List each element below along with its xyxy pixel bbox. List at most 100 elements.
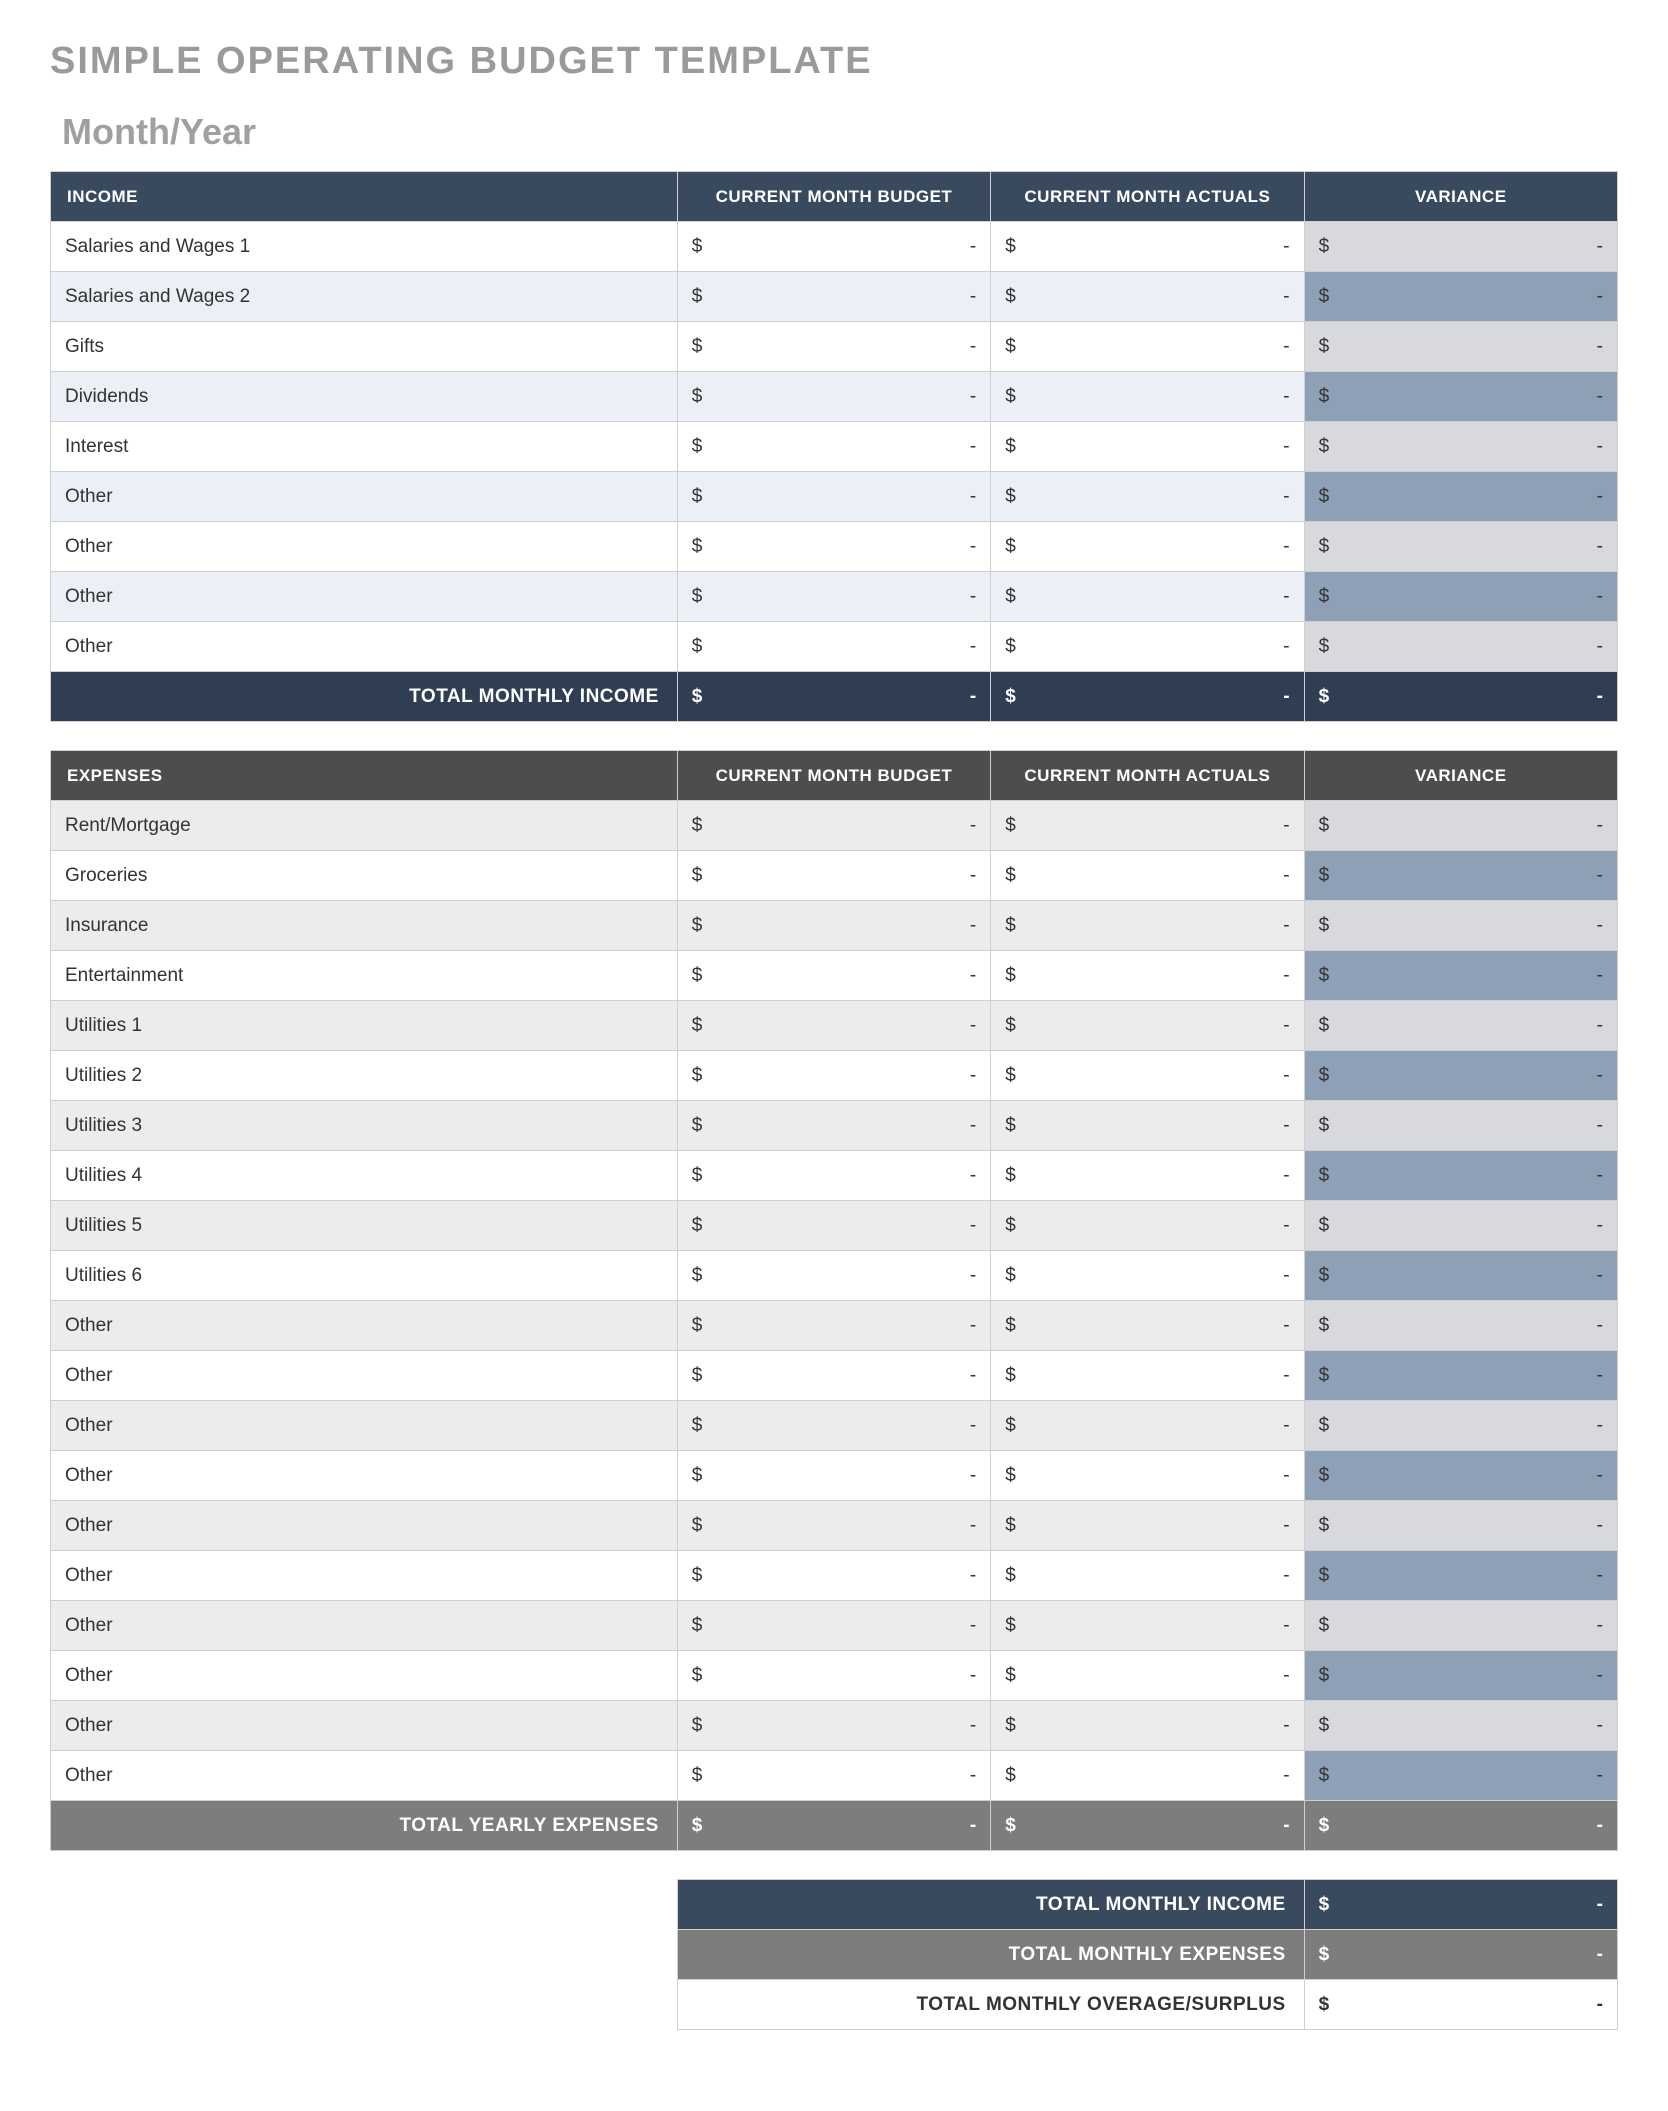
money-cell[interactable]: $-: [991, 572, 1304, 622]
row-label[interactable]: Other: [51, 1651, 678, 1701]
money-cell[interactable]: $-: [991, 1751, 1304, 1801]
money-cell[interactable]: $-: [1304, 901, 1617, 951]
money-cell[interactable]: $-: [1304, 372, 1617, 422]
row-label[interactable]: Groceries: [51, 851, 678, 901]
money-cell[interactable]: $-: [1304, 622, 1617, 672]
money-cell[interactable]: $-: [677, 801, 990, 851]
money-cell[interactable]: $-: [1304, 1451, 1617, 1501]
money-cell[interactable]: $-: [991, 1001, 1304, 1051]
money-cell[interactable]: $-: [991, 851, 1304, 901]
money-cell[interactable]: $-: [1304, 1301, 1617, 1351]
money-cell[interactable]: $-: [1304, 1551, 1617, 1601]
money-cell[interactable]: $-: [677, 372, 990, 422]
money-cell[interactable]: $-: [677, 901, 990, 951]
money-cell[interactable]: $-: [677, 1201, 990, 1251]
money-cell[interactable]: $-: [677, 1551, 990, 1601]
row-label[interactable]: Salaries and Wages 1: [51, 222, 678, 272]
money-cell[interactable]: $-: [1304, 1401, 1617, 1451]
money-cell[interactable]: $-: [677, 1051, 990, 1101]
money-cell[interactable]: $-: [677, 1001, 990, 1051]
money-cell[interactable]: $-: [991, 1251, 1304, 1301]
row-label[interactable]: Insurance: [51, 901, 678, 951]
money-cell[interactable]: $-: [991, 1301, 1304, 1351]
money-cell[interactable]: $-: [991, 1451, 1304, 1501]
money-cell[interactable]: $-: [1304, 1001, 1617, 1051]
money-cell[interactable]: $-: [991, 1151, 1304, 1201]
money-cell[interactable]: $-: [1304, 1701, 1617, 1751]
money-cell[interactable]: $-: [991, 422, 1304, 472]
money-cell[interactable]: $-: [1304, 1351, 1617, 1401]
row-label[interactable]: Utilities 1: [51, 1001, 678, 1051]
money-cell[interactable]: $-: [677, 1501, 990, 1551]
money-cell[interactable]: $-: [991, 522, 1304, 572]
row-label[interactable]: Other: [51, 1751, 678, 1801]
money-cell[interactable]: $-: [1304, 522, 1617, 572]
money-cell[interactable]: $-: [991, 622, 1304, 672]
money-cell[interactable]: $-: [1304, 1101, 1617, 1151]
money-cell[interactable]: $-: [677, 1651, 990, 1701]
money-cell[interactable]: $-: [1304, 1201, 1617, 1251]
money-cell[interactable]: $-: [991, 1101, 1304, 1151]
money-cell[interactable]: $-: [991, 1351, 1304, 1401]
row-label[interactable]: Utilities 6: [51, 1251, 678, 1301]
money-cell[interactable]: $-: [677, 1701, 990, 1751]
money-cell[interactable]: $-: [991, 951, 1304, 1001]
money-cell[interactable]: $-: [1304, 1251, 1617, 1301]
row-label[interactable]: Other: [51, 472, 678, 522]
money-cell[interactable]: $-: [677, 1151, 990, 1201]
money-cell[interactable]: $-: [1304, 1651, 1617, 1701]
money-cell[interactable]: $-: [1304, 272, 1617, 322]
money-cell[interactable]: $-: [677, 322, 990, 372]
row-label[interactable]: Utilities 2: [51, 1051, 678, 1101]
money-cell[interactable]: $-: [1304, 1601, 1617, 1651]
money-cell[interactable]: $-: [1304, 322, 1617, 372]
money-cell[interactable]: $-: [1304, 1801, 1617, 1851]
money-cell[interactable]: $-: [677, 1751, 990, 1801]
row-label[interactable]: Other: [51, 522, 678, 572]
money-cell[interactable]: $-: [677, 951, 990, 1001]
money-cell[interactable]: $-: [991, 672, 1304, 722]
row-label[interactable]: Other: [51, 1401, 678, 1451]
money-cell[interactable]: $-: [991, 222, 1304, 272]
row-label[interactable]: Other: [51, 1451, 678, 1501]
row-label[interactable]: Other: [51, 1351, 678, 1401]
row-label[interactable]: Utilities 4: [51, 1151, 678, 1201]
row-label[interactable]: Salaries and Wages 2: [51, 272, 678, 322]
money-cell[interactable]: $-: [991, 1651, 1304, 1701]
money-cell[interactable]: $-: [677, 1101, 990, 1151]
money-cell[interactable]: $-: [991, 1551, 1304, 1601]
money-cell[interactable]: $-: [1304, 801, 1617, 851]
money-cell[interactable]: $-: [1304, 572, 1617, 622]
money-cell[interactable]: $-: [991, 1601, 1304, 1651]
money-cell[interactable]: $-: [1304, 1151, 1617, 1201]
money-cell[interactable]: $-: [991, 272, 1304, 322]
money-cell[interactable]: $-: [1304, 672, 1617, 722]
money-cell[interactable]: $-: [991, 901, 1304, 951]
money-cell[interactable]: $-: [677, 1601, 990, 1651]
money-cell[interactable]: $-: [1304, 222, 1617, 272]
money-cell[interactable]: $-: [677, 1401, 990, 1451]
money-cell[interactable]: $-: [677, 272, 990, 322]
money-cell[interactable]: $-: [677, 622, 990, 672]
money-cell[interactable]: $-: [677, 472, 990, 522]
row-label[interactable]: Gifts: [51, 322, 678, 372]
money-cell[interactable]: $-: [991, 801, 1304, 851]
money-cell[interactable]: $-: [1304, 422, 1617, 472]
money-cell[interactable]: $-: [677, 851, 990, 901]
money-cell[interactable]: $-: [991, 322, 1304, 372]
money-cell[interactable]: $-: [1304, 851, 1617, 901]
row-label[interactable]: Interest: [51, 422, 678, 472]
money-cell[interactable]: $-: [991, 1201, 1304, 1251]
money-cell[interactable]: $-: [677, 672, 990, 722]
money-cell[interactable]: $-: [991, 1801, 1304, 1851]
row-label[interactable]: Other: [51, 1501, 678, 1551]
row-label[interactable]: Utilities 5: [51, 1201, 678, 1251]
row-label[interactable]: Other: [51, 1301, 678, 1351]
money-cell[interactable]: $-: [677, 1251, 990, 1301]
money-cell[interactable]: $-: [1304, 1051, 1617, 1101]
money-cell[interactable]: $-: [677, 222, 990, 272]
money-cell[interactable]: $-: [991, 1501, 1304, 1551]
money-cell[interactable]: $-: [677, 1301, 990, 1351]
money-cell[interactable]: $-: [991, 472, 1304, 522]
money-cell[interactable]: $-: [677, 1801, 990, 1851]
